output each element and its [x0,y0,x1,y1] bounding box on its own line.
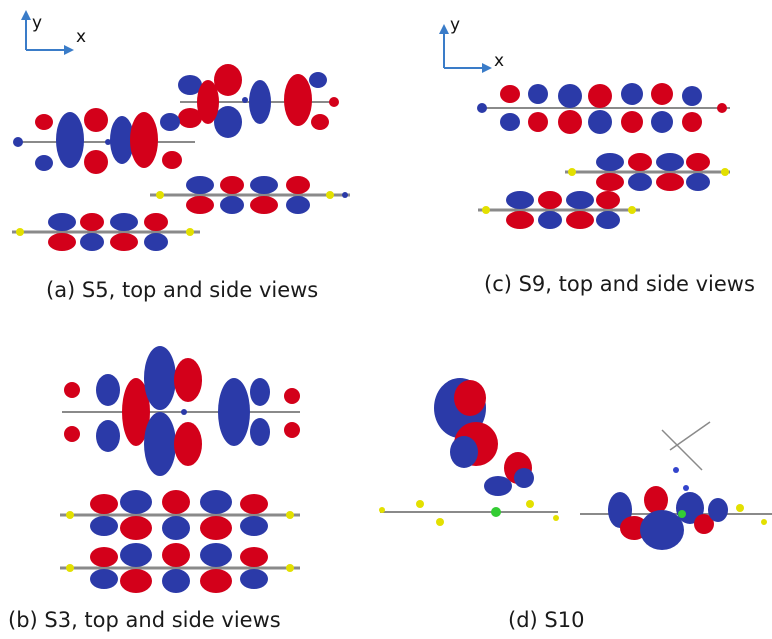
caption-b: (b) S3, top and side views [8,608,281,632]
svg-text:y: y [450,15,460,35]
molecule-top-view [477,83,730,134]
orbital-figure-c [477,83,730,229]
panel-c: y x [400,0,772,310]
svg-text:x: x [494,51,504,71]
svg-text:y: y [32,13,42,33]
molecule-side-view-upper [60,490,300,540]
molecule-top-view-lower [13,108,195,174]
panel-a: y x [0,0,380,310]
axes-indicator-a: y x [21,10,86,55]
molecule-side-view-upper [565,153,730,191]
complex-left [379,378,559,526]
orbital-figure-a [12,64,350,251]
molecule-top-view [62,346,300,476]
molecule-side-view-lower [12,213,200,251]
panel-b: (b) S3, top and side views [0,340,390,639]
caption-d: (d) S10 [508,608,585,632]
caption-a: (a) S5, top and side views [46,278,319,302]
svg-text:x: x [76,27,86,47]
molecule-top-view-upper [178,64,339,138]
orbital-figure-d [379,378,772,550]
molecule-side-view-lower [60,543,300,593]
caption-c: (c) S9, top and side views [484,272,755,296]
panel-d: (d) S10 [379,360,772,639]
orbital-figure-b [60,346,300,593]
axes-indicator-c: y x [439,15,504,73]
molecule-side-view-lower [478,191,640,229]
molecule-side-view-upper [150,176,350,214]
complex-right [580,421,772,550]
